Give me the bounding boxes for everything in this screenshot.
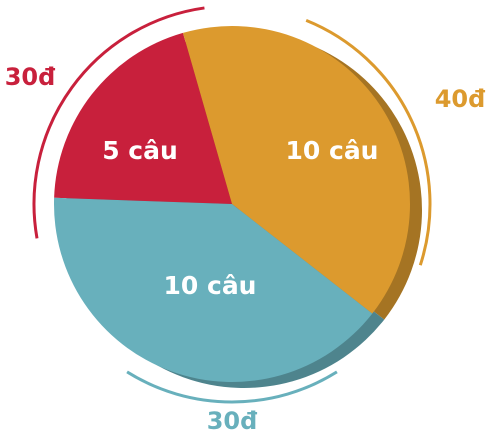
point-label: 30đ (5, 63, 56, 91)
slice-label: 5 câu (102, 136, 178, 165)
point-arc (126, 370, 338, 404)
slice (182, 25, 410, 314)
pie (54, 25, 410, 383)
point-label: 30đ (207, 407, 258, 435)
point-arc (305, 19, 432, 266)
slice-label: 10 câu (164, 271, 257, 300)
point-label: 40đ (435, 85, 486, 113)
labels: 5 câu 30đ 10 câu 40đ 10 câu 30đ (5, 6, 486, 435)
slice (54, 197, 373, 383)
slice (54, 32, 233, 204)
point-arc (32, 6, 205, 239)
slice-label: 10 câu (286, 136, 379, 165)
